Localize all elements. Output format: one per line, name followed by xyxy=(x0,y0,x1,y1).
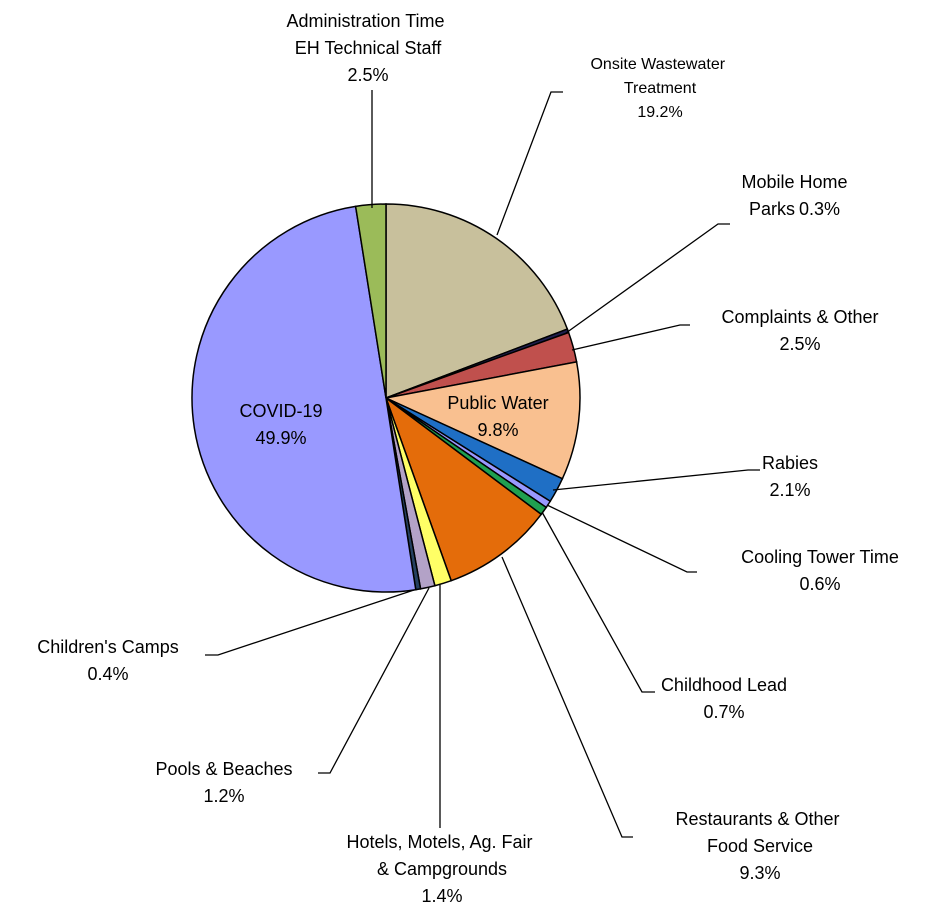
slice-label: Public Water xyxy=(447,393,548,413)
slice-label: Onsite Wastewater Treatment xyxy=(590,56,729,97)
slice-label: Childhood Lead xyxy=(661,675,787,695)
leader-line xyxy=(571,324,690,351)
value-label: 2.1% xyxy=(769,480,810,500)
value-label: 9.8% xyxy=(477,420,518,440)
leader-line xyxy=(496,91,563,236)
slice-label: Cooling Tower Time xyxy=(741,547,899,567)
value-label: 1.4% xyxy=(421,886,462,906)
value-label: 2.5% xyxy=(779,334,820,354)
leader-line xyxy=(552,469,760,491)
value-label: 0.3% xyxy=(799,199,840,219)
slice-label: Restaurants & Other Food Service xyxy=(675,809,844,856)
value-label: 1.2% xyxy=(203,786,244,806)
slice-label: Hotels, Motels, Ag. Fair & Campgrounds xyxy=(346,832,537,879)
value-label: 2.5% xyxy=(347,65,388,85)
leader-line xyxy=(565,223,730,334)
pie-slice xyxy=(383,361,581,480)
slice-label: Administration Time EH Technical Staff xyxy=(286,11,449,58)
slice-label: Mobile Home Parks xyxy=(741,172,852,219)
leader-line xyxy=(205,589,415,656)
pie-slice xyxy=(384,395,543,582)
pie-slice xyxy=(354,203,387,399)
pie-slice xyxy=(191,205,417,593)
leader-line xyxy=(318,587,430,774)
leader-line xyxy=(541,511,655,693)
value-label: 19.2% xyxy=(637,104,682,121)
pie-slice xyxy=(385,203,569,400)
slice-label: Children's Camps xyxy=(37,637,179,657)
slice-label: COVID-19 xyxy=(239,401,322,421)
leader-line xyxy=(546,504,697,573)
value-label: 49.9% xyxy=(255,428,306,448)
slice-label: Complaints & Other xyxy=(721,307,878,327)
leader-line xyxy=(501,556,633,838)
value-label: 0.6% xyxy=(799,574,840,594)
value-label: 0.7% xyxy=(703,702,744,722)
value-label: 9.3% xyxy=(739,863,780,883)
value-label: 0.4% xyxy=(87,664,128,684)
slice-label: Pools & Beaches xyxy=(155,759,292,779)
slice-label: Rabies xyxy=(762,453,818,473)
